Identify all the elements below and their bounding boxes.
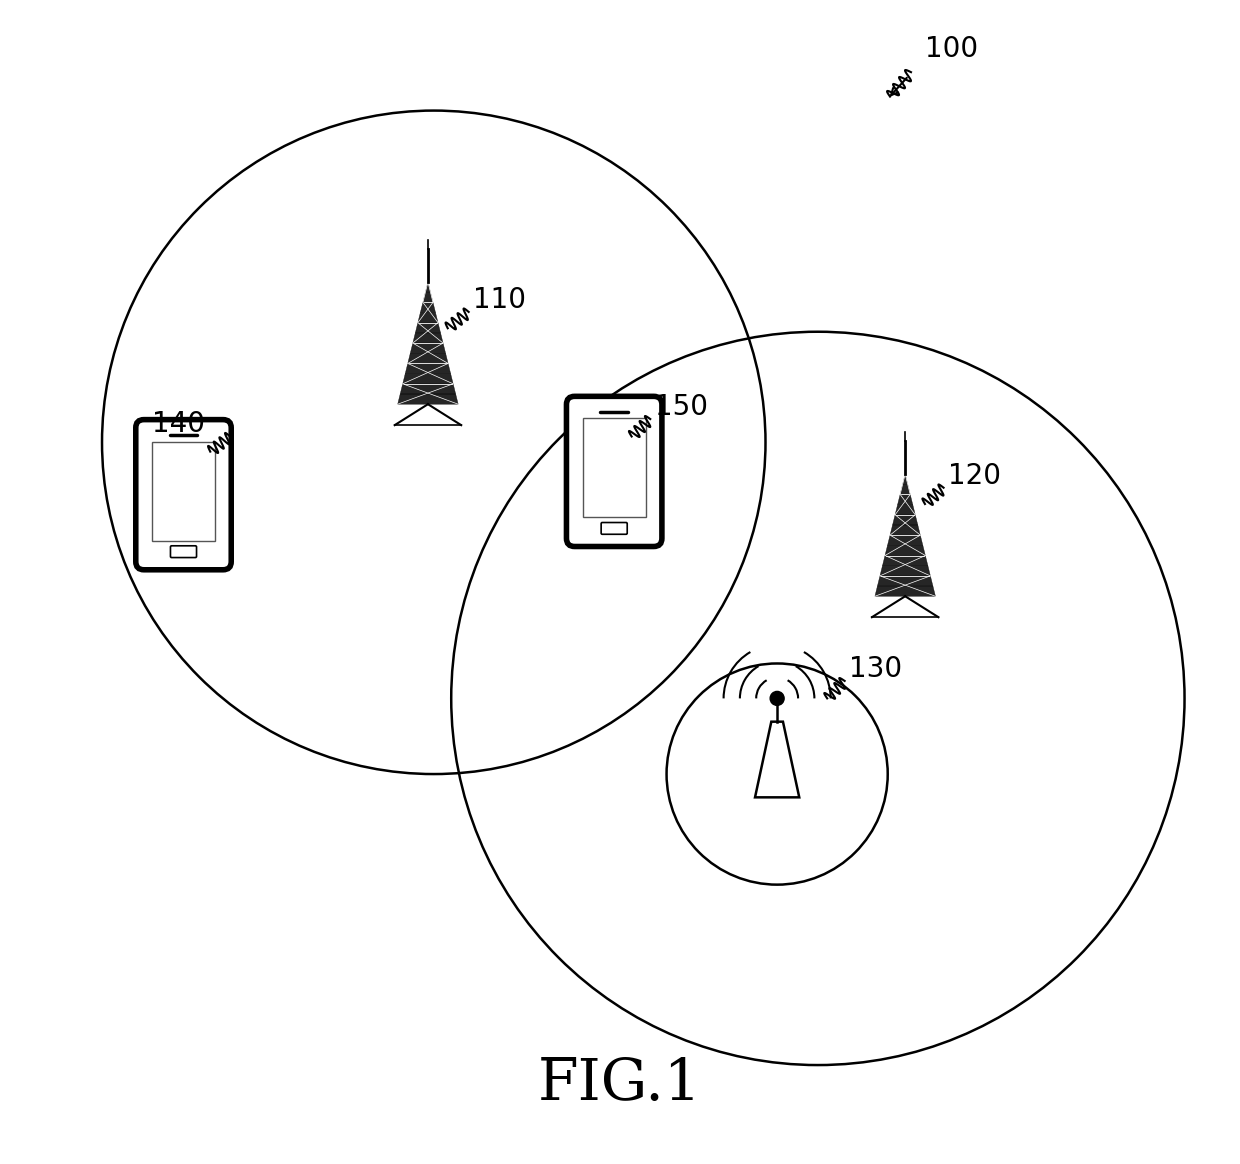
FancyBboxPatch shape <box>135 420 231 570</box>
Polygon shape <box>403 374 453 384</box>
Polygon shape <box>880 566 930 576</box>
Polygon shape <box>903 474 908 484</box>
Text: FIG.1: FIG.1 <box>538 1056 702 1112</box>
Bar <box>583 419 646 517</box>
Polygon shape <box>420 303 435 313</box>
Bar <box>153 442 215 540</box>
Polygon shape <box>885 545 925 555</box>
Polygon shape <box>900 484 910 495</box>
Text: 110: 110 <box>474 286 526 314</box>
Polygon shape <box>898 495 913 505</box>
Polygon shape <box>875 585 935 596</box>
FancyBboxPatch shape <box>170 546 196 558</box>
Polygon shape <box>410 343 445 354</box>
Polygon shape <box>423 292 433 303</box>
Polygon shape <box>418 313 438 322</box>
Polygon shape <box>401 384 455 393</box>
Polygon shape <box>883 555 928 566</box>
Circle shape <box>770 691 784 705</box>
Text: 130: 130 <box>849 655 903 683</box>
Polygon shape <box>893 514 918 525</box>
Polygon shape <box>755 722 800 797</box>
Polygon shape <box>408 354 448 363</box>
Polygon shape <box>398 393 459 404</box>
Polygon shape <box>878 576 932 585</box>
FancyBboxPatch shape <box>601 523 627 534</box>
Polygon shape <box>888 535 923 545</box>
Polygon shape <box>425 282 430 292</box>
Text: 120: 120 <box>949 462 1001 490</box>
Text: 150: 150 <box>655 393 708 421</box>
Polygon shape <box>405 363 450 374</box>
Text: 140: 140 <box>153 410 205 438</box>
FancyBboxPatch shape <box>567 396 662 547</box>
Text: 100: 100 <box>925 35 978 63</box>
Polygon shape <box>415 322 440 333</box>
Polygon shape <box>890 525 920 535</box>
Polygon shape <box>413 333 443 343</box>
Polygon shape <box>895 505 915 514</box>
